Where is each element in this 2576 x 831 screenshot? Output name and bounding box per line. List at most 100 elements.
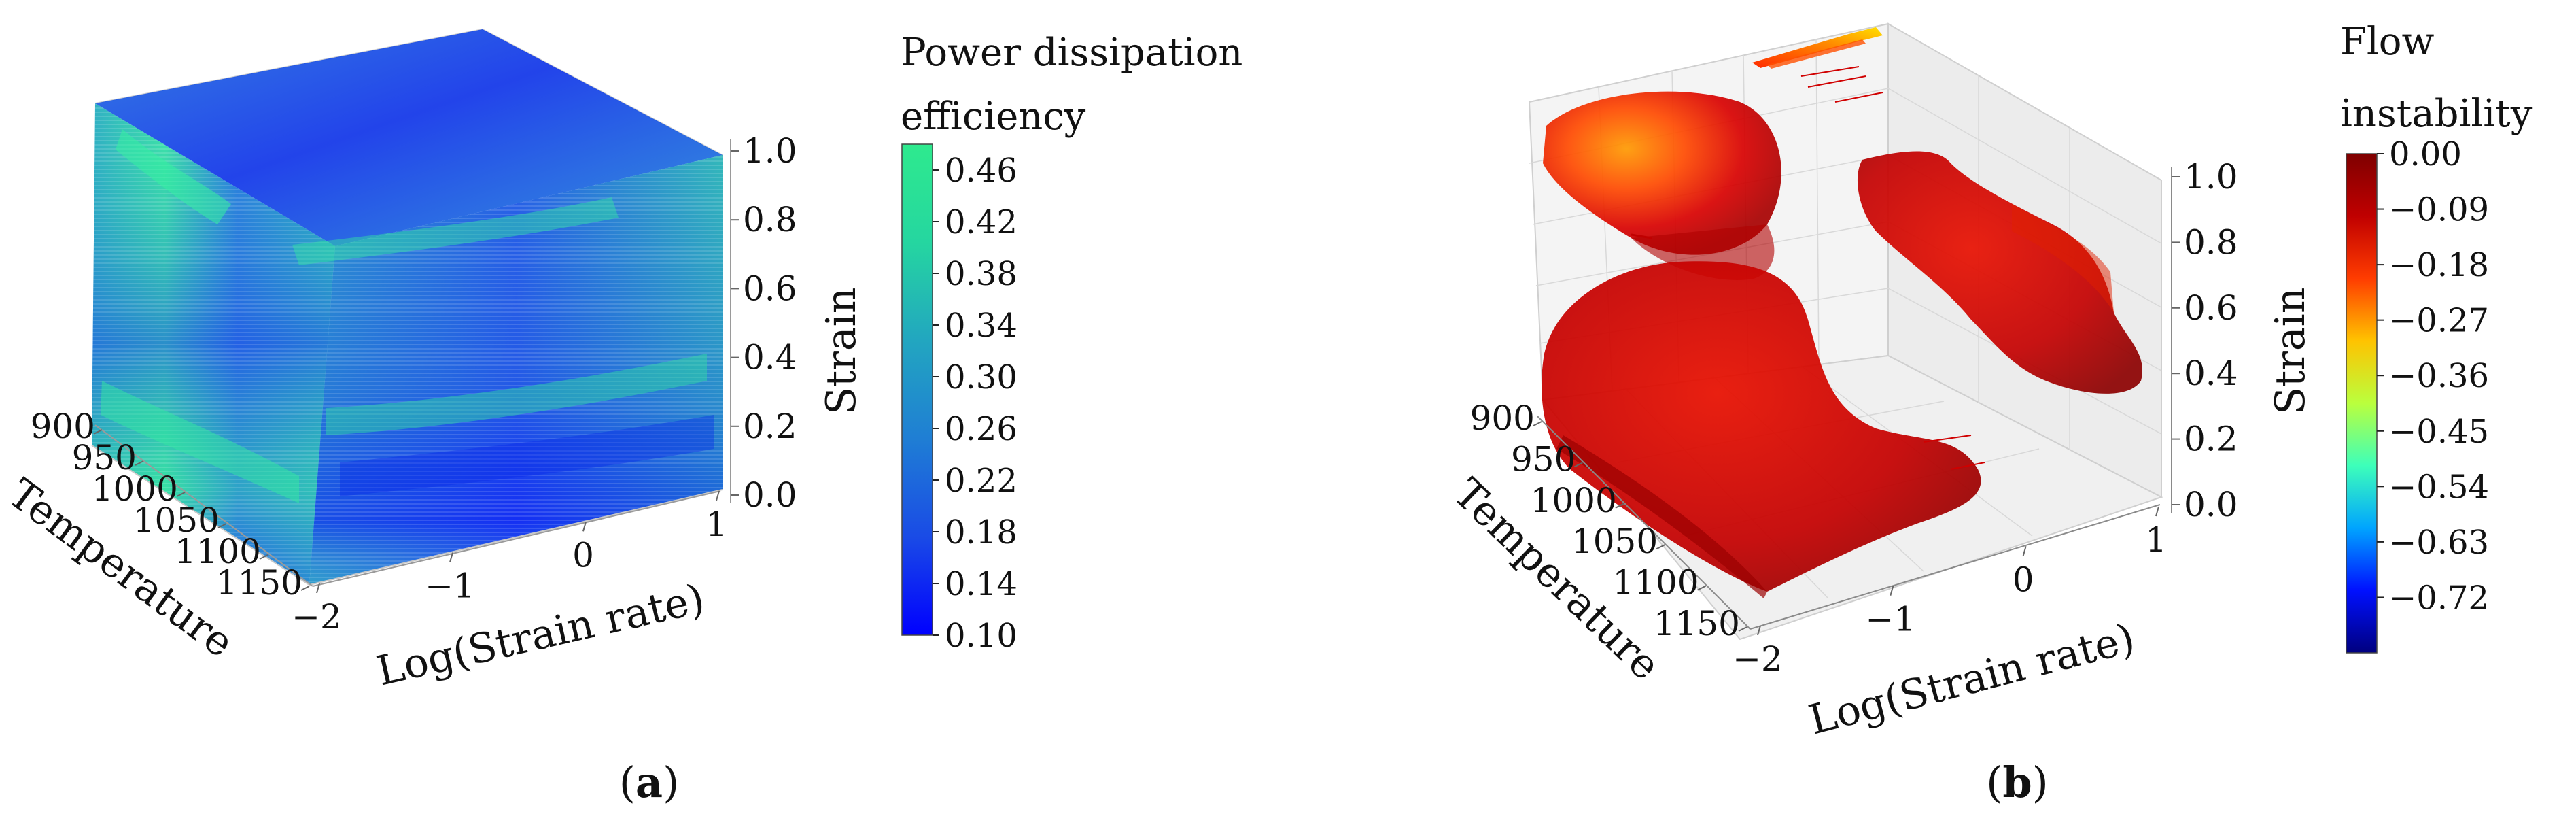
z-ticks-a: 1.0 0.8 0.6 0.4 0.2 0.0	[731, 131, 797, 515]
instability-regions-b	[1542, 27, 2142, 598]
z-ticks-b: 1.0 0.8 0.6 0.4 0.2 0.0	[2172, 157, 2238, 524]
region-upper-left	[1543, 91, 1781, 255]
x-axis-b-tick-mark	[1656, 544, 1665, 550]
x-axis-b-tick-mark	[1533, 421, 1542, 426]
z-axis-b-tick-label: 0.0	[2184, 485, 2238, 524]
x-axis-a-tick-label: 1100	[175, 532, 261, 571]
x-axis-a-tick-label: 900	[31, 407, 95, 446]
z-axis-label-a: Strain	[818, 288, 865, 416]
colorbar-a-ticks: 0.46 0.42 0.38 0.34 0.30 0.26 0.22 0.18 0.14 0.10	[933, 152, 1017, 655]
x-axis-b-tick-mark	[1615, 503, 1624, 509]
x-axis-a-tick-mark	[217, 523, 227, 528]
colorbar-a-tick-label: 0.30	[945, 358, 1017, 396]
z-axis-b-tick-label: 0.8	[2184, 222, 2238, 262]
x-axis-a-tick-mark	[259, 554, 268, 560]
x-axis-a-tick-label: 1000	[92, 469, 178, 509]
colorbar-b-title-line2: instability	[2340, 92, 2533, 136]
region-top-streak	[1752, 27, 1883, 68]
y-axis-a-tick-mark	[316, 583, 320, 594]
z-axis-a-tick-label: 0.4	[743, 338, 797, 377]
y-axis-b-tick-label: −1	[1865, 600, 1915, 639]
colorbar-b-bar	[2346, 153, 2378, 654]
x-axis-b-tick-mark	[1573, 462, 1583, 468]
y-axis-a-tick-mark	[716, 490, 720, 501]
y-axis-b-tick-label: 0	[2013, 560, 2034, 599]
x-axis-a-tick-mark	[135, 460, 144, 466]
z-axis-a-tick-label: 1.0	[743, 131, 797, 171]
colorbar-a-tick-label: 0.42	[945, 203, 1017, 241]
colorbar-a-bar	[901, 143, 933, 636]
colorbar-a-tick-label: 0.46	[945, 152, 1017, 190]
z-axis-b-tick-label: 0.2	[2184, 420, 2238, 459]
y-axis-a-tick-label: −1	[425, 566, 475, 606]
z-axis-a-tick-label: 0.6	[743, 269, 797, 308]
colorbar-b-tick-label: −0.36	[2389, 357, 2489, 395]
x-axis-a-tick-label: 1150	[216, 563, 302, 603]
z-axis-a-tick-label: 0.8	[743, 200, 797, 239]
panel-label-b: (b)	[1986, 758, 2049, 807]
y-axis-b-tick-label: 1	[2145, 520, 2167, 560]
colorbar-b-tick-label: −0.72	[2389, 579, 2489, 617]
x-axis-b-tick-label: 1150	[1654, 604, 1740, 643]
colorbar-a-tick-label: 0.10	[945, 617, 1017, 655]
volume-a-top	[95, 29, 723, 246]
colorbar-a-tick-label: 0.14	[945, 565, 1017, 603]
y-axis-a-tick-label: 0	[572, 535, 594, 575]
y-axis-a-tick-label: −2	[292, 597, 342, 637]
colorbar-b: Flow instability 0.00 −0.09 −0.18 −0.27 −0.3…	[2340, 20, 2533, 654]
x-axis-b-tick-label: 900	[1470, 398, 1535, 438]
colorbar-a-title-line2: efficiency	[901, 95, 1086, 139]
colorbar-b-tick-label: −0.45	[2389, 413, 2489, 451]
colorbar-b-tick-label: −0.54	[2389, 468, 2489, 506]
y-axis-a-tick-mark	[449, 552, 453, 562]
y-axis-b-tick-mark	[1757, 625, 1761, 636]
x-axis-b-tick-label: 1000	[1531, 481, 1617, 520]
panel-label-a: (a)	[619, 758, 680, 807]
z-axis-a-tick-label: 0.0	[743, 475, 797, 515]
x-axis-b-tick-mark	[1738, 626, 1747, 632]
z-axis-b-tick-label: 1.0	[2184, 157, 2238, 197]
z-axis-b-tick-label: 0.4	[2184, 354, 2238, 393]
y-axis-a-tick-mark	[582, 522, 587, 532]
x-axis-b-tick-mark	[1697, 585, 1707, 591]
y-ticks-a: −2 −1 0 1	[292, 490, 727, 637]
colorbar-a: Power dissipation efficiency 0.46 0.42 0.3…	[901, 31, 1242, 655]
z-axis-b-tick-label: 0.6	[2184, 288, 2238, 328]
y-axis-b-tick-label: −2	[1733, 639, 1783, 679]
colorbar-a-tick-label: 0.22	[945, 462, 1017, 500]
y-axis-label-b: Log(Strain rate)	[1804, 615, 2140, 745]
x-axis-b-tick-label: 950	[1511, 439, 1576, 479]
y-axis-b-tick-mark	[2022, 546, 2027, 556]
x-axis-a-tick-label: 950	[72, 438, 137, 477]
y-axis-a-tick-label: 1	[706, 505, 727, 544]
colorbar-b-tick-label: −0.18	[2389, 246, 2489, 284]
y-axis-b-tick-mark	[2155, 506, 2159, 517]
y-axis-label-a: Log(Strain rate)	[372, 575, 709, 695]
colorbar-b-tick-label: −0.09	[2389, 191, 2489, 229]
y-ticks-b: −2 −1 0 1	[1733, 506, 2167, 679]
x-axis-a-tick-mark	[300, 586, 310, 591]
colorbar-a-tick-label: 0.26	[945, 410, 1017, 448]
region-right	[1857, 151, 2142, 394]
z-axis-a-tick-label: 0.2	[743, 407, 797, 446]
colorbar-b-ticks: 0.00 −0.09 −0.18 −0.27 −0.36 −0.45 −0.54 −0.63 −…	[2377, 135, 2489, 617]
y-axis-b-tick-mark	[1890, 586, 1894, 596]
x-axis-a-tick-mark	[93, 429, 103, 435]
x-axis-b-tick-label: 1100	[1612, 563, 1699, 603]
colorbar-b-tick-label: 0.00	[2389, 135, 2462, 173]
colorbar-b-title-line1: Flow	[2340, 20, 2434, 64]
colorbar-a-title-line1: Power dissipation	[901, 31, 1242, 75]
x-axis-b-tick-label: 1050	[1571, 522, 1658, 561]
z-axis-label-b: Strain	[2267, 288, 2314, 416]
colorbar-b-tick-label: −0.63	[2389, 524, 2489, 562]
colorbar-a-tick-label: 0.34	[945, 307, 1017, 345]
volume-a	[92, 29, 723, 585]
colorbar-a-tick-label: 0.38	[945, 255, 1017, 293]
x-axis-a-tick-label: 1050	[133, 501, 220, 540]
colorbar-a-tick-label: 0.18	[945, 513, 1017, 552]
